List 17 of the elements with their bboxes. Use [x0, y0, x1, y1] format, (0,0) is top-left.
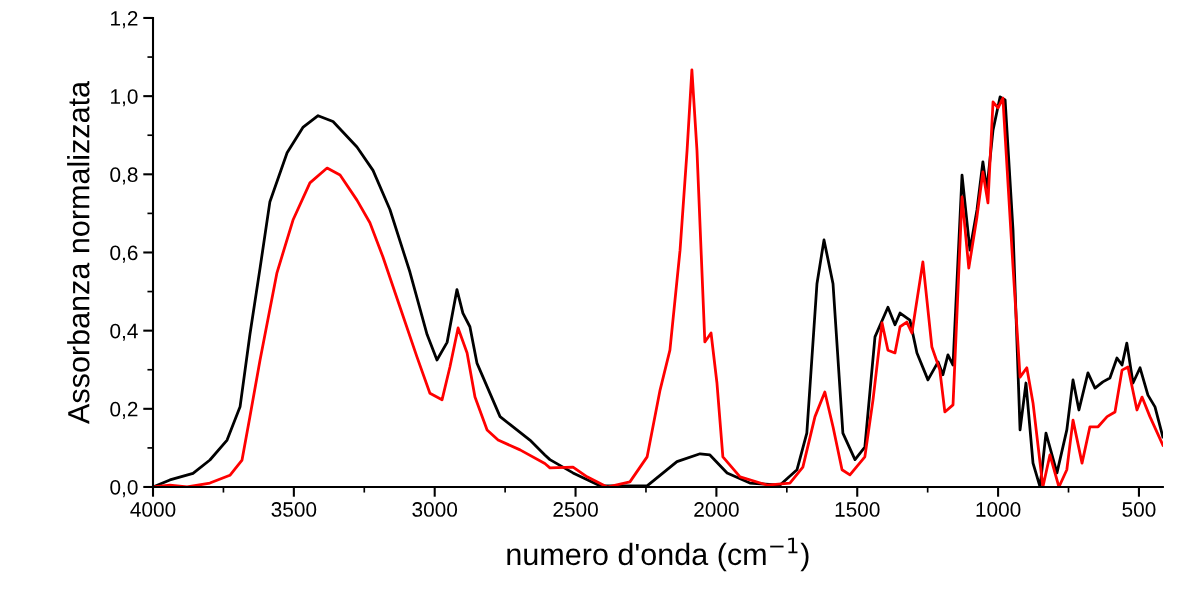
y-tick-label: 0,0: [110, 479, 138, 498]
x-tick-label: 3500: [271, 502, 317, 517]
x-axis-title: numero d'onda (cm$^{−1}$): [507, 537, 809, 572]
x-tick-label: 3000: [412, 502, 458, 517]
y-tick-label: 1,2: [111, 10, 138, 29]
y-tick-label: 0,8: [110, 167, 138, 185]
y-tick-label: 0,2: [110, 401, 138, 420]
x-tick-label: 500: [1122, 502, 1156, 517]
x-tick-label: 2000: [694, 502, 739, 517]
x-tick-label: 2500: [553, 502, 598, 517]
y-tick-label: 0,6: [110, 245, 138, 263]
x-tick-label: 1000: [976, 502, 1021, 517]
x-tick-label: 4000: [130, 502, 176, 517]
y-tick-label: 1,0: [111, 89, 138, 107]
y-tick-label: 0,4: [110, 323, 138, 341]
x-tick-label: 1500: [835, 502, 880, 517]
y-axis-title: Assorbanza normalizzata: [67, 80, 90, 424]
